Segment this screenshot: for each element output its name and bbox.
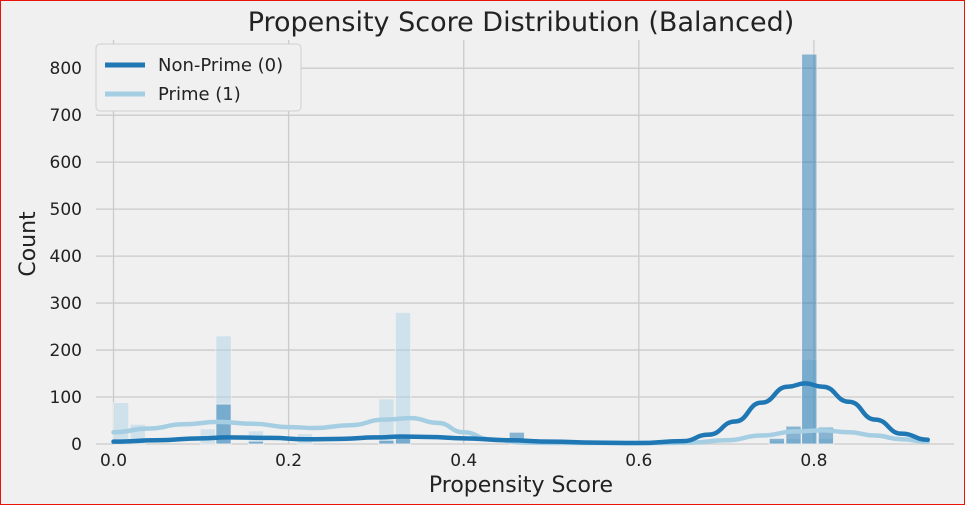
bar-non-prime <box>785 425 802 445</box>
bar-non-prime <box>801 53 818 445</box>
y-tick-label: 500 <box>50 200 82 220</box>
y-tick-label: 600 <box>50 153 82 173</box>
bar-non-prime <box>378 439 395 445</box>
y-tick-label: 800 <box>50 59 82 79</box>
y-tick-label: 400 <box>50 247 82 267</box>
bar-non-prime <box>768 437 785 445</box>
y-tick-label: 200 <box>50 341 82 361</box>
x-tick-label: 0.4 <box>450 451 477 471</box>
legend-label-non-prime: Non-Prime (0) <box>158 55 283 76</box>
legend: Non-Prime (0) Prime (1) <box>95 43 302 112</box>
kde-curves <box>111 381 930 446</box>
y-tick-label: 700 <box>50 106 82 126</box>
x-tick-label: 0.2 <box>275 451 302 471</box>
bar-prime <box>113 402 130 445</box>
axis-ticks: 0 100 200 300 400 500 600 700 800 0.0 0.2 0.4 0.6 0.8 <box>50 59 828 471</box>
legend-box <box>95 43 302 112</box>
kde-line-non-prime <box>111 381 930 446</box>
bar-prime <box>395 312 412 445</box>
x-tick-label: 0.0 <box>100 451 127 471</box>
y-axis-label: Count <box>16 211 41 277</box>
y-tick-label: 300 <box>50 294 82 314</box>
legend-label-prime: Prime (1) <box>158 84 241 105</box>
x-tick-label: 0.8 <box>800 451 827 471</box>
y-tick-label: 0 <box>71 435 82 455</box>
x-tick-label: 0.6 <box>625 451 652 471</box>
chart-title: Propensity Score Distribution (Balanced) <box>248 7 795 38</box>
bar-non-prime <box>247 440 264 445</box>
x-axis-label: Propensity Score <box>429 473 613 498</box>
y-tick-label: 100 <box>50 388 82 408</box>
